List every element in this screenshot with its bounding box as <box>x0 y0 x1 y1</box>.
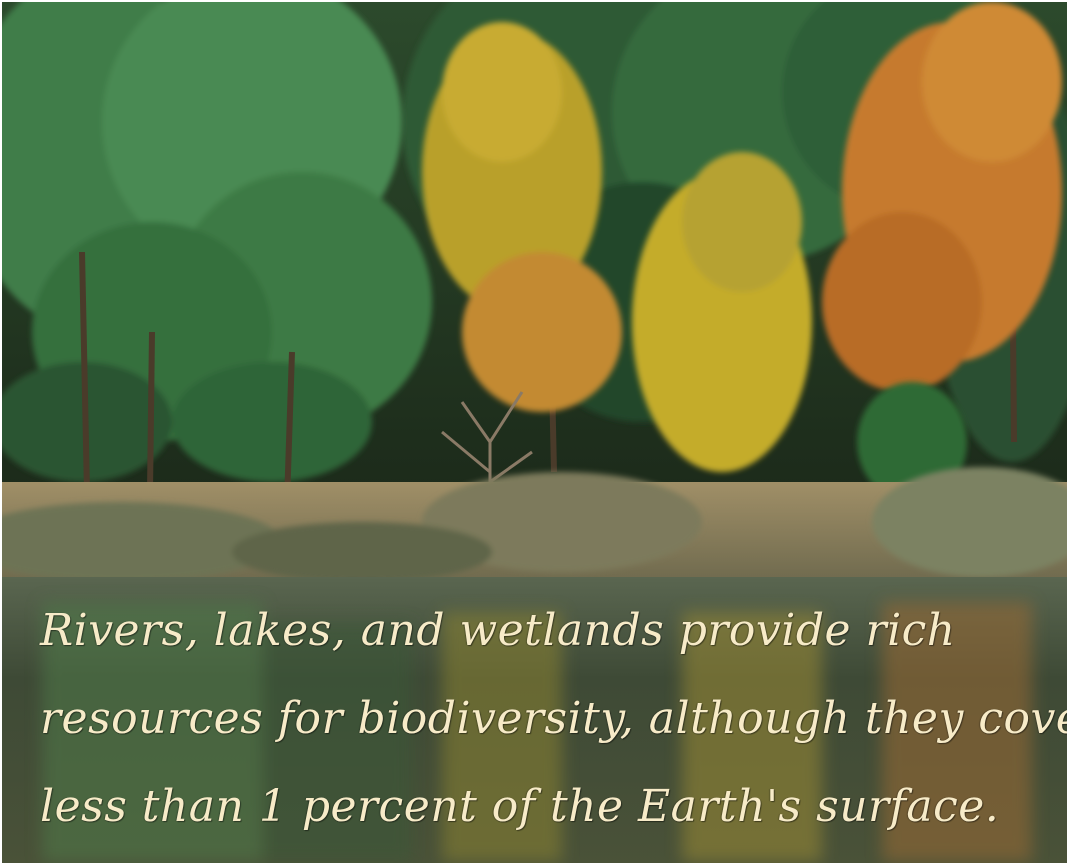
left-pines <box>2 2 432 482</box>
yellow-tree <box>422 22 812 472</box>
shore-shrubs <box>2 467 1067 582</box>
caption-text: Rivers, lakes, and wetlands provide rich… <box>40 587 1067 851</box>
caption-line-2: resources for biodiversity, although the… <box>40 693 1067 744</box>
orange-tree <box>822 2 1062 392</box>
caption-line-1: Rivers, lakes, and wetlands provide rich <box>40 605 956 656</box>
water-reflections <box>42 602 1032 862</box>
bare-tree <box>441 391 533 562</box>
caption-line-3: less than 1 percent of the Earth's surfa… <box>40 781 1000 832</box>
